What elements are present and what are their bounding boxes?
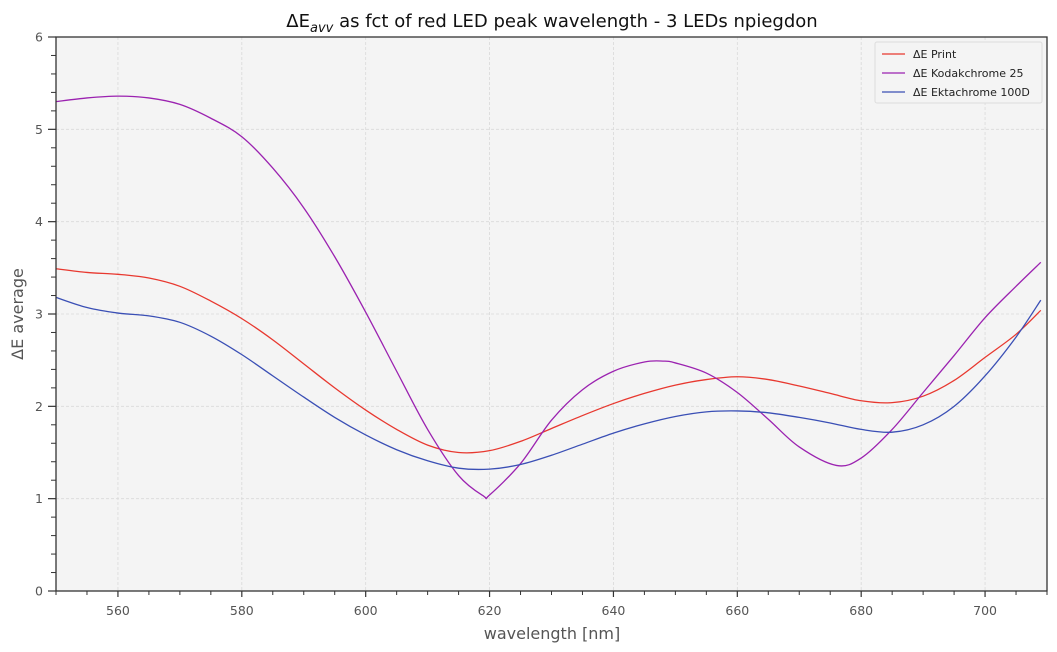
y-axis-label: ΔE average [8,268,27,360]
title-delta-e: ΔE [286,11,310,32]
y-tick-label: 6 [35,30,43,45]
x-tick-label: 700 [973,603,997,618]
legend-label: ΔE Kodakchrome 25 [913,67,1023,80]
y-axis: 0 1 2 3 4 5 6 [35,30,56,599]
legend-label: ΔE Print [913,48,957,61]
chart-title: ΔEavv as fct of red LED peak wavelength … [286,11,817,36]
y-tick-label: 2 [35,399,43,414]
legend-label: ΔE Ektachrome 100D [913,86,1030,99]
y-tick-label: 4 [35,214,43,229]
x-tick-label: 680 [849,603,873,618]
y-tick-label: 1 [35,491,43,506]
x-axis: 560 580 600 620 640 660 680 700 [55,591,1048,618]
legend: ΔE Print ΔE Kodakchrome 25 ΔE Ektachrome 1… [874,41,1043,104]
series-group [55,95,1042,500]
series-line-ektachrome-100d [55,296,1042,471]
y-tick-label: 3 [35,307,43,322]
x-tick-label: 620 [478,603,502,618]
y-tick-label: 0 [35,584,43,599]
x-tick-label: 600 [354,603,378,618]
x-tick-label: 640 [602,603,626,618]
title-text: as fct of red LED peak wavelength - 3 LE… [333,11,817,32]
x-axis-label: wavelength [nm] [484,624,621,643]
grid [56,37,1047,591]
x-tick-label: 560 [106,603,130,618]
x-tick-label: 660 [725,603,749,618]
series-line-kodakchrome-25 [55,95,1042,500]
legend-box [874,41,1043,104]
title-subscript: avv [310,21,334,36]
series-line-print [55,268,1042,454]
x-tick-label: 580 [230,603,254,618]
y-tick-label: 5 [35,122,43,137]
